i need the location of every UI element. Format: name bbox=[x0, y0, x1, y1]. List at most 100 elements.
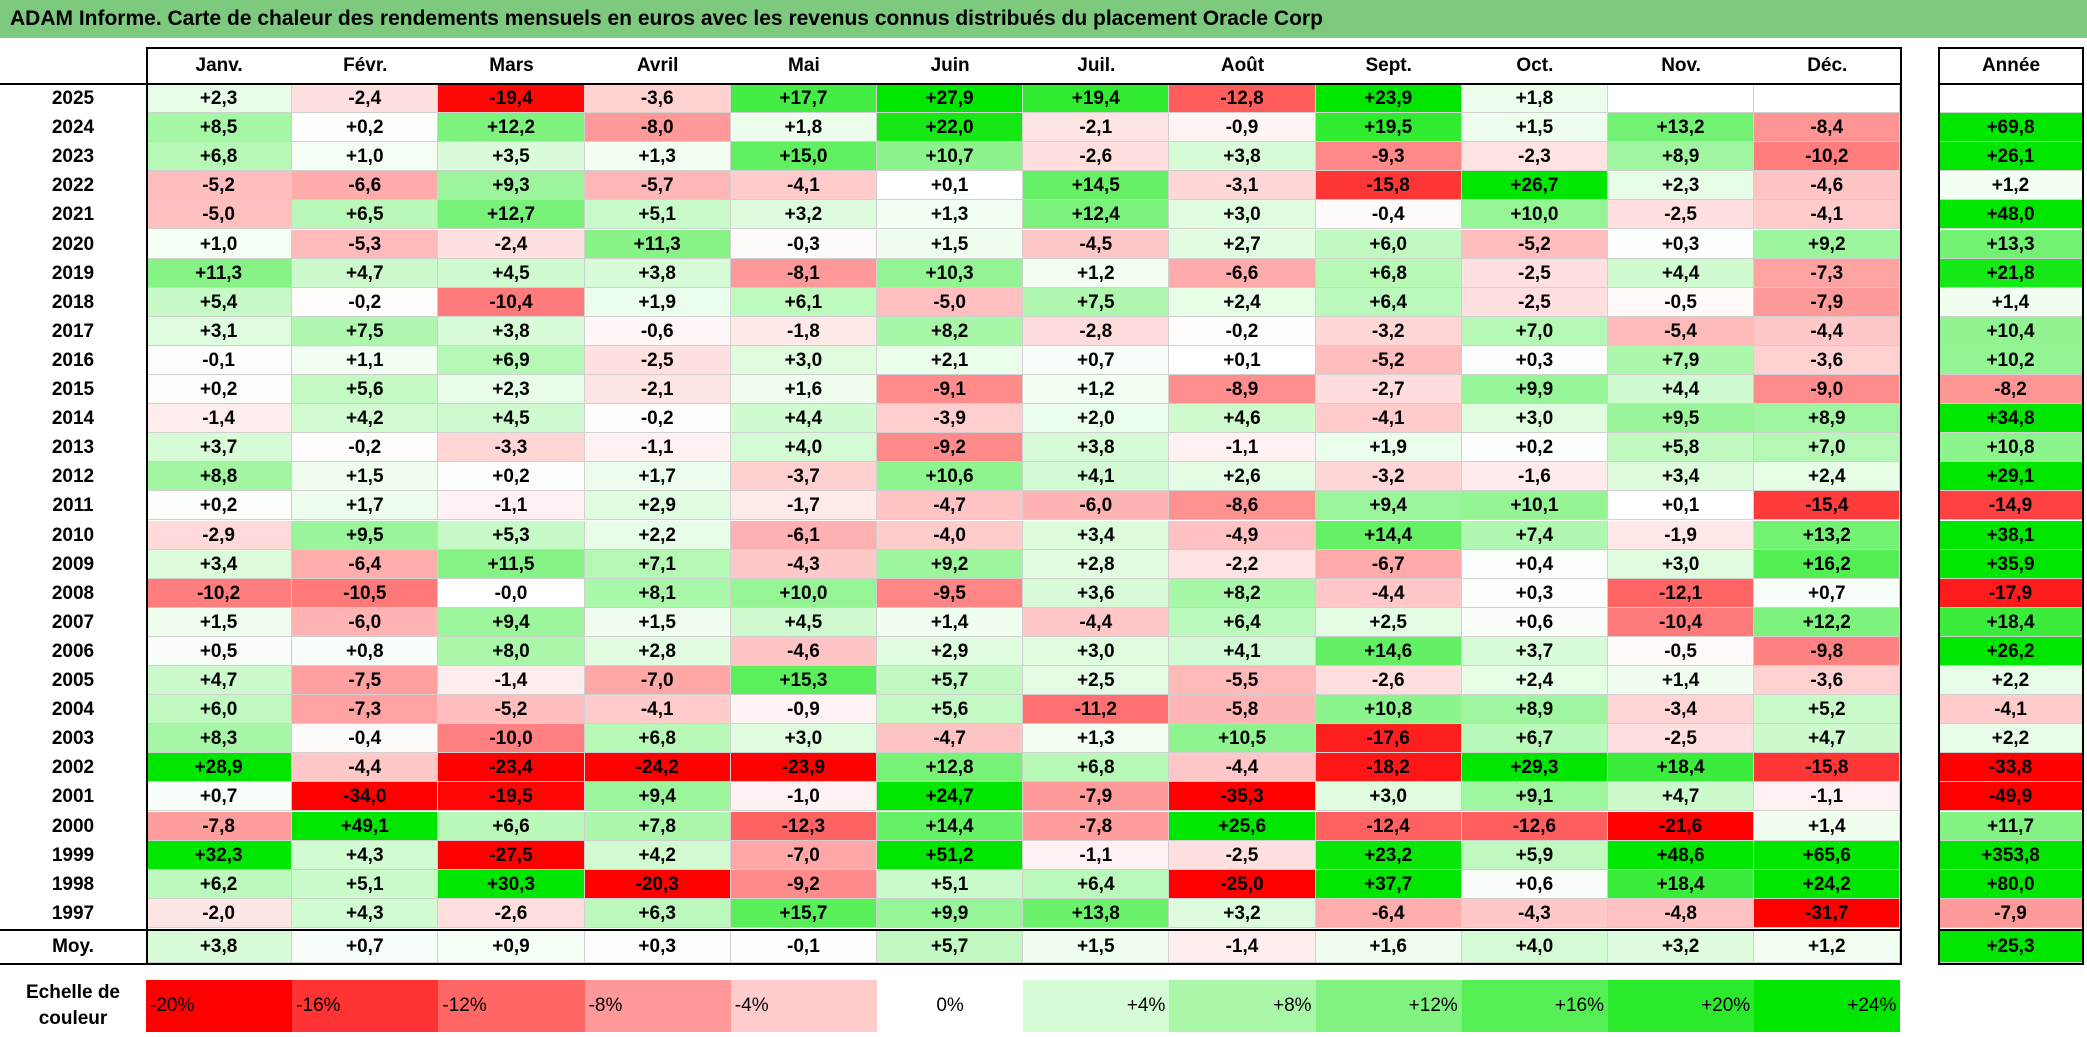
heatmap-cell: +6,8 bbox=[584, 724, 731, 754]
heatmap-cell: -0,3 bbox=[730, 229, 877, 259]
annual-cell: +34,8 bbox=[1938, 404, 2084, 434]
heatmap-cell: +3,4 bbox=[146, 549, 293, 579]
heatmap-cell: +24,7 bbox=[877, 782, 1024, 812]
heatmap-cell: -15,8 bbox=[1315, 171, 1462, 201]
heatmap-cell: -1,6 bbox=[1461, 462, 1608, 492]
scale-swatch: -8% bbox=[584, 980, 731, 1032]
heatmap-cell: +3,0 bbox=[1169, 200, 1316, 230]
heatmap-cell: -8,4 bbox=[1754, 113, 1901, 143]
year-label: 2005 bbox=[51, 670, 95, 691]
heatmap-cell: -0,2 bbox=[292, 433, 439, 463]
year-column-header: Année bbox=[1981, 55, 2041, 76]
year-label: 2006 bbox=[51, 640, 95, 662]
heatmap-cell: +23,2 bbox=[1315, 840, 1462, 870]
heatmap-cell: -3,6 bbox=[1754, 666, 1901, 695]
annual-cell: +1,2 bbox=[1938, 171, 2084, 201]
heatmap-cell: +12,2 bbox=[438, 113, 585, 143]
heatmap-cell: -2,8 bbox=[1023, 316, 1170, 346]
heatmap-cell: +1,3 bbox=[877, 200, 1024, 230]
heatmap-cell: +10,6 bbox=[877, 462, 1024, 492]
heatmap-cell: -2,5 bbox=[1608, 724, 1755, 754]
heatmap-cell: +4,7 bbox=[1754, 724, 1901, 754]
heatmap-cell: -4,1 bbox=[584, 695, 731, 725]
heatmap-cell: +25,6 bbox=[1169, 811, 1316, 841]
heatmap-cell: -15,8 bbox=[1754, 753, 1901, 783]
annual-cell: +80,0 bbox=[1938, 869, 2084, 899]
heatmap-cell: -1,9 bbox=[1608, 520, 1755, 550]
heatmap-cell: +5,7 bbox=[877, 666, 1024, 695]
heatmap-cell: +7,4 bbox=[1461, 520, 1608, 550]
heatmap-cell: +4,7 bbox=[292, 258, 439, 288]
annual-cell: +29,1 bbox=[1938, 462, 2084, 492]
heatmap-cell: +5,1 bbox=[292, 869, 439, 899]
annual-cell: +18,4 bbox=[1938, 607, 2084, 637]
heatmap-cell: +3,8 bbox=[584, 258, 731, 288]
heatmap-cell: +3,8 bbox=[438, 316, 585, 346]
month-header: Janv. bbox=[195, 55, 243, 76]
heatmap-cell: +6,4 bbox=[1169, 607, 1316, 637]
heatmap-cell: +2,4 bbox=[1461, 666, 1608, 695]
heatmap-cell: +48,6 bbox=[1608, 840, 1755, 870]
month-header: Nov. bbox=[1661, 55, 1701, 76]
heatmap-cell: +9,3 bbox=[438, 171, 585, 201]
year-label: 2002 bbox=[51, 757, 95, 779]
heatmap-cell: -5,4 bbox=[1608, 316, 1755, 346]
scale-swatch: -4% bbox=[730, 980, 877, 1032]
heatmap-cell: +9,9 bbox=[877, 898, 1024, 928]
average-cell: +5,7 bbox=[877, 930, 1024, 963]
heatmap-cell: -4,6 bbox=[730, 636, 877, 666]
scale-swatch: -12% bbox=[438, 980, 585, 1032]
average-cell: -0,1 bbox=[730, 930, 877, 963]
year-label: 2015 bbox=[51, 379, 95, 400]
year-label: 2017 bbox=[51, 320, 95, 342]
heatmap-cell: +8,9 bbox=[1461, 695, 1608, 725]
heatmap-cell: -3,4 bbox=[1608, 695, 1755, 725]
heatmap-cell: +13,2 bbox=[1754, 520, 1901, 550]
heatmap-cell: -5,2 bbox=[146, 171, 293, 201]
heatmap-cell: -6,0 bbox=[292, 607, 439, 637]
heatmap-cell: -9,1 bbox=[877, 375, 1024, 404]
heatmap-cell: +2,6 bbox=[1169, 462, 1316, 492]
year-label: 2009 bbox=[51, 553, 95, 575]
heatmap-cell: +8,8 bbox=[146, 462, 293, 492]
heatmap-cell: -3,2 bbox=[1315, 316, 1462, 346]
year-label: 1997 bbox=[51, 902, 95, 924]
heatmap-cell: -0,2 bbox=[1169, 316, 1316, 346]
heatmap-cell: +10,7 bbox=[877, 142, 1024, 172]
year-label: 2018 bbox=[51, 291, 95, 313]
heatmap-cell: +3,0 bbox=[1315, 782, 1462, 812]
heatmap-cell: -2,2 bbox=[1169, 549, 1316, 579]
heatmap-cell: +6,8 bbox=[1023, 753, 1170, 783]
heatmap-cell: +1,4 bbox=[877, 607, 1024, 637]
heatmap-cell: -3,6 bbox=[584, 84, 731, 113]
heatmap-cell: +26,7 bbox=[1461, 171, 1608, 201]
heatmap-cell: -23,9 bbox=[730, 753, 877, 783]
heatmap-cell: -4,6 bbox=[1754, 171, 1901, 201]
heatmap-cell: +12,7 bbox=[438, 200, 585, 230]
heatmap-cell: +6,0 bbox=[146, 695, 293, 725]
heatmap-cell: -2,7 bbox=[1315, 375, 1462, 404]
heatmap-cell: +16,2 bbox=[1754, 549, 1901, 579]
heatmap-cell: +1,5 bbox=[146, 607, 293, 637]
annual-cell: -4,1 bbox=[1938, 695, 2084, 725]
heatmap-cell: -5,0 bbox=[877, 287, 1024, 317]
heatmap-cell: -1,1 bbox=[1754, 782, 1901, 812]
heatmap-cell: -7,0 bbox=[584, 666, 731, 695]
heatmap-cell: -1,1 bbox=[438, 491, 585, 521]
heatmap-cell: -35,3 bbox=[1169, 782, 1316, 812]
heatmap-cell: -2,5 bbox=[1608, 200, 1755, 230]
year-label: 2021 bbox=[51, 204, 95, 226]
heatmap-cell: -4,4 bbox=[1169, 753, 1316, 783]
heatmap-cell: -3,7 bbox=[730, 462, 877, 492]
heatmap-cell: +6,8 bbox=[1315, 258, 1462, 288]
annual-cell bbox=[1938, 84, 2084, 113]
scale-swatch: -20% bbox=[146, 980, 293, 1032]
heatmap-cell: +6,8 bbox=[146, 142, 293, 172]
annual-cell: +21,8 bbox=[1938, 258, 2084, 288]
heatmap-cell: -4,4 bbox=[1315, 578, 1462, 608]
heatmap-cell: -19,5 bbox=[438, 782, 585, 812]
heatmap-cell: +0,7 bbox=[1754, 578, 1901, 608]
heatmap-cell: -4,7 bbox=[877, 491, 1024, 521]
heatmap-cell: -7,9 bbox=[1023, 782, 1170, 812]
heatmap-cell: +28,9 bbox=[146, 753, 293, 783]
